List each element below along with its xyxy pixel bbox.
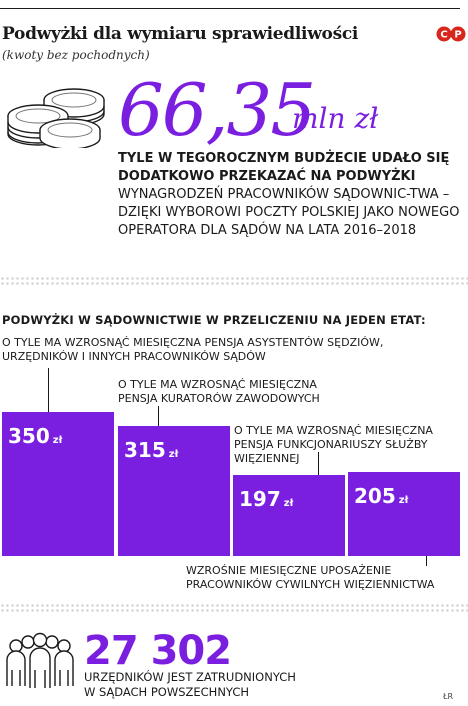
section-title: PODWYŻKI W SĄDOWNICTWIE W PRZELICZENIU N… (2, 313, 426, 327)
author-credit: ŁR (443, 692, 454, 701)
bar-value: 205 (354, 484, 396, 508)
bar-value-label: 205 zł (354, 484, 408, 508)
employee-note: URZĘDNIKÓW JEST ZATRUDNIONYCH W SĄDACH P… (84, 670, 296, 700)
annotation-2: O TYLE MA WZROSNĄĆ MIESIĘCZNA PENSJA KUR… (118, 378, 320, 405)
employee-note-line-2: W SĄDACH POWSZECHNYCH (84, 685, 249, 699)
page-subtitle: (kwoty bez pochodnych) (2, 48, 150, 62)
leader-line-1 (48, 368, 49, 412)
bar-3: 197 zł (233, 475, 345, 556)
leader-line-3 (318, 452, 319, 476)
bar-value-label: 350 zł (8, 424, 62, 448)
employee-count: 27 302 (84, 628, 232, 674)
employee-note-line-1: URZĘDNIKÓW JEST ZATRUDNIONYCH (84, 670, 296, 684)
svg-text:C: C (440, 30, 447, 41)
dotted-divider-bottom (0, 603, 468, 613)
bar-1: 350 zł (2, 412, 114, 556)
annotation-3: O TYLE MA WZROSNĄĆ MIESIĘCZNA PENSJA FUN… (234, 424, 433, 465)
bar-value: 315 (124, 438, 166, 462)
publisher-logo: C P (436, 26, 466, 42)
bar-2: 315 zł (118, 426, 230, 556)
bar-unit: zł (52, 435, 63, 446)
bar-value: 350 (8, 424, 50, 448)
lead-bold-line-2: DODATKOWO PRZEKAZAĆ NA PODWYŻKI (118, 169, 416, 184)
bar-unit: zł (398, 495, 409, 506)
bar-value-label: 315 zł (124, 438, 178, 462)
bar-value: 197 (239, 487, 281, 511)
bar-unit: zł (168, 449, 179, 460)
headline-unit: mln zł (292, 102, 379, 135)
dotted-divider (0, 276, 468, 286)
bar-4: 205 zł (348, 472, 460, 556)
page-title: Podwyżki dla wymiaru sprawiedliwości (2, 24, 359, 44)
leader-line-2 (158, 406, 159, 430)
lead-bold-line-1: TYLE W TEGOROCZNYM BUDŻECIE UDAŁO SIĘ (118, 151, 450, 166)
headline-value: 66,35 (118, 68, 316, 152)
annotation-4: WZROŚNIE MIESIĘCZNE UPOSAŻENIE PRACOWNIK… (186, 564, 435, 591)
bar-value-label: 197 zł (239, 487, 293, 511)
people-icon (6, 632, 74, 688)
svg-text:P: P (454, 30, 461, 41)
headline-lead: TYLE W TEGOROCZNYM BUDŻECIE UDAŁO SIĘ DO… (118, 150, 463, 240)
annotation-1: O TYLE MA WZROSNĄĆ MIESIĘCZNA PENSJA ASY… (2, 336, 384, 363)
top-rule (0, 8, 460, 9)
bar-unit: zł (283, 498, 294, 509)
lead-rest: WYNAGRODZEŃ PRACOWNIKÓW SĄDOWNIC-TWA – D… (118, 187, 460, 238)
coins-icon (7, 88, 105, 148)
